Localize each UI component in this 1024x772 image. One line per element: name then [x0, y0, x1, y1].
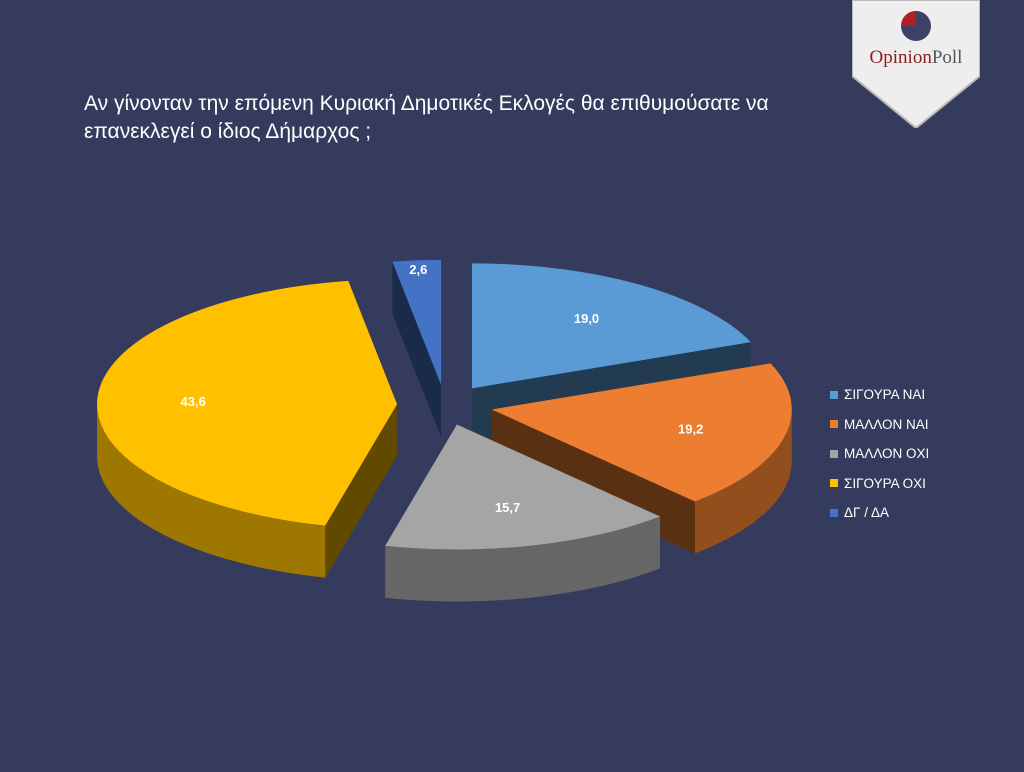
slice-1-top	[491, 363, 792, 502]
legend-swatch-4	[830, 508, 838, 517]
data-labels: 19,0 19,2 15,7 43,6 2,6	[181, 262, 704, 515]
logo-wordmark: OpinionPoll	[852, 47, 980, 69]
data-label-2: 15,7	[495, 500, 520, 515]
legend-entry-0: ΣΙΓΟΥΡΑ ΝΑΙ	[830, 380, 929, 410]
pie-slice-2	[385, 424, 661, 602]
slice-4-cut-wall-0	[392, 261, 442, 437]
chart-legend: ΣΙΓΟΥΡΑ ΝΑΙ ΜΑΛΛΟΝ ΝΑΙ ΜΑΛΛΟΝ ΟΧΙ ΣΙΓΟΥΡΑ Ο…	[830, 380, 929, 528]
legend-label-3: ΣΙΓΟΥΡΑ ΟΧΙ	[844, 475, 926, 491]
slice-3-cut-wall-0	[325, 404, 398, 578]
legend-label-0: ΣΙΓΟΥΡΑ ΝΑΙ	[844, 387, 926, 403]
legend-label-1: ΜΑΛΛΟΝ ΝΑΙ	[844, 416, 929, 432]
logo-word-poll: Poll	[931, 47, 963, 68]
logo-badge-shape	[851, 0, 981, 130]
legend-label-2: ΜΑΛΛΟΝ ΟΧΙ	[844, 446, 930, 462]
legend-entry-3: ΣΙΓΟΥΡΑ ΟΧΙ	[830, 469, 929, 499]
legend-swatch-1	[830, 420, 838, 429]
legend-swatch-3	[830, 479, 838, 488]
slice-3-outer-wall-0	[97, 404, 326, 578]
data-label-4: 2,6	[409, 262, 427, 277]
pie-slice-4	[392, 259, 442, 437]
opinionpoll-logo: OpinionPoll	[851, 0, 981, 130]
slice-1-outer-wall-0	[694, 409, 792, 554]
legend-swatch-0	[830, 390, 838, 399]
slice-2-outer-wall-0	[385, 516, 661, 602]
pie-slices	[97, 259, 792, 602]
legend-swatch-2	[830, 449, 838, 458]
slice-2-top	[385, 424, 661, 550]
data-label-1: 19,2	[678, 421, 703, 436]
chart-title: Αν γίνονταν την επόμενη Κυριακή Δημοτικέ…	[84, 92, 769, 143]
slice-0-top	[471, 263, 751, 389]
data-label-3: 43,6	[181, 394, 206, 409]
legend-entry-2: ΜΑΛΛΟΝ ΟΧΙ	[830, 439, 929, 469]
legend-entry-1: ΜΑΛΛΟΝ ΝΑΙ	[830, 410, 929, 440]
legend-entry-4: ΔΓ / ΔΑ	[830, 498, 929, 528]
slice-4-top	[392, 259, 442, 385]
data-label-0: 19,0	[574, 311, 599, 326]
pie-slice-3	[97, 280, 398, 578]
slice-3-top	[97, 280, 398, 526]
logo-word-opinion: Opinion	[869, 47, 932, 68]
legend-label-4: ΔΓ / ΔΑ	[844, 505, 889, 521]
